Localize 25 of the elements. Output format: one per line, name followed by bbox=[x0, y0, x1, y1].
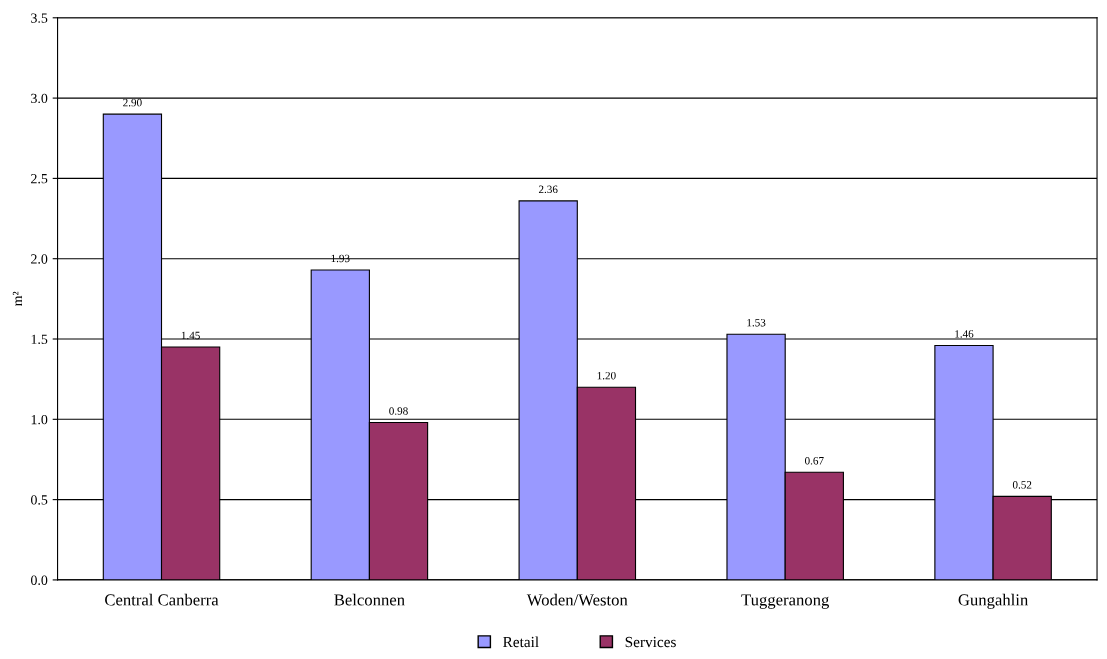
x-tick-label: Belconnen bbox=[334, 593, 405, 606]
data-label: 0.52 bbox=[1012, 481, 1032, 489]
data-label: 2.90 bbox=[123, 98, 142, 107]
data-label: 1.53 bbox=[747, 318, 766, 327]
x-tick-label: Tuggeranong bbox=[741, 594, 830, 609]
y-tick-label: 3.5 bbox=[31, 13, 48, 23]
x-tick-label: Gungahlin bbox=[958, 593, 1029, 609]
y-tick-label: 0.5 bbox=[31, 495, 48, 505]
y-tick-label: 0.0 bbox=[31, 575, 48, 585]
y-axis-title: m² bbox=[12, 291, 22, 307]
y-tick-label: 3.0 bbox=[31, 93, 48, 104]
data-label: 0.98 bbox=[389, 407, 408, 415]
data-label: 1.20 bbox=[597, 371, 616, 380]
y-tick-label: 1.0 bbox=[31, 414, 48, 425]
data-label: 1.45 bbox=[181, 331, 200, 340]
x-tick-label: Woden/Weston bbox=[526, 593, 628, 606]
legend-label: Retail bbox=[503, 636, 539, 648]
x-tick-label: Central Canberra bbox=[105, 593, 219, 606]
data-label: 2.36 bbox=[538, 185, 558, 194]
y-tick-label: 2.0 bbox=[31, 254, 48, 264]
y-tick-label: 1.5 bbox=[31, 334, 48, 345]
y-tick-label: 2.5 bbox=[31, 174, 48, 184]
legend-label: Services bbox=[625, 636, 676, 648]
data-label: 0.67 bbox=[805, 457, 824, 465]
data-label: 1.46 bbox=[955, 330, 974, 338]
